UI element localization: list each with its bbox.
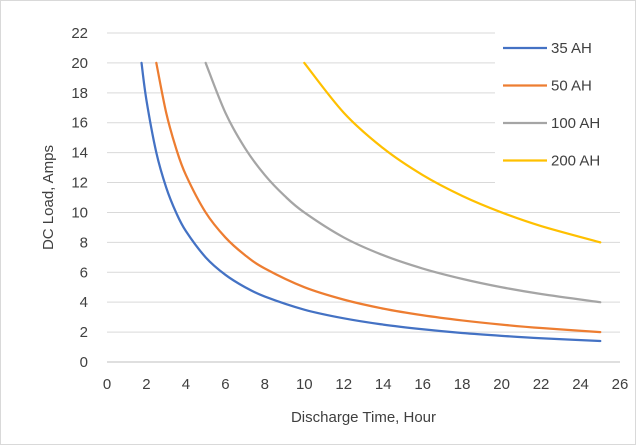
y-tick-label: 0 bbox=[80, 354, 88, 371]
x-tick-label: 24 bbox=[572, 376, 589, 393]
x-tick-label: 8 bbox=[261, 376, 269, 393]
x-tick-label: 2 bbox=[142, 376, 150, 393]
x-tick-label: 12 bbox=[335, 376, 352, 393]
series-lines bbox=[140, 61, 602, 343]
series-line-50-ah bbox=[155, 61, 602, 334]
legend: 35 AH 50 AH 100 AH 200 AH bbox=[495, 31, 621, 191]
y-tick-label: 4 bbox=[80, 294, 88, 311]
series-line-35-ah bbox=[140, 61, 602, 343]
legend-label: 50 AH bbox=[551, 78, 592, 95]
x-tick-label: 18 bbox=[454, 376, 471, 393]
y-tick-label: 2 bbox=[80, 324, 88, 341]
y-tick-label: 22 bbox=[71, 25, 88, 42]
x-tick-label: 6 bbox=[221, 376, 229, 393]
y-tick-label: 18 bbox=[71, 85, 88, 102]
legend-label: 100 AH bbox=[551, 115, 600, 132]
series-line-200-ah bbox=[303, 61, 602, 244]
legend-label: 35 AH bbox=[551, 40, 592, 57]
x-tick-label: 20 bbox=[493, 376, 510, 393]
y-tick-label: 10 bbox=[71, 204, 88, 221]
x-tick-label: 0 bbox=[103, 376, 111, 393]
y-tick-label: 12 bbox=[71, 175, 88, 192]
legend-label: 200 AH bbox=[551, 153, 600, 170]
x-axis-title: Discharge Time, Hour bbox=[291, 409, 436, 426]
y-tick-label: 20 bbox=[71, 55, 88, 72]
y-tick-label: 6 bbox=[80, 264, 88, 281]
y-tick-label: 14 bbox=[71, 145, 88, 162]
x-tick-label: 10 bbox=[296, 376, 313, 393]
x-tick-label: 16 bbox=[414, 376, 431, 393]
series-line-100-ah bbox=[204, 61, 602, 304]
y-tick-label: 16 bbox=[71, 115, 88, 132]
x-tick-label: 26 bbox=[612, 376, 629, 393]
legend-box bbox=[495, 31, 621, 191]
y-axis-title: DC Load, Amps bbox=[40, 145, 57, 250]
x-tick-label: 14 bbox=[375, 376, 392, 393]
x-tick-label: 4 bbox=[182, 376, 190, 393]
x-tick-label: 22 bbox=[533, 376, 550, 393]
y-tick-label: 8 bbox=[80, 234, 88, 251]
